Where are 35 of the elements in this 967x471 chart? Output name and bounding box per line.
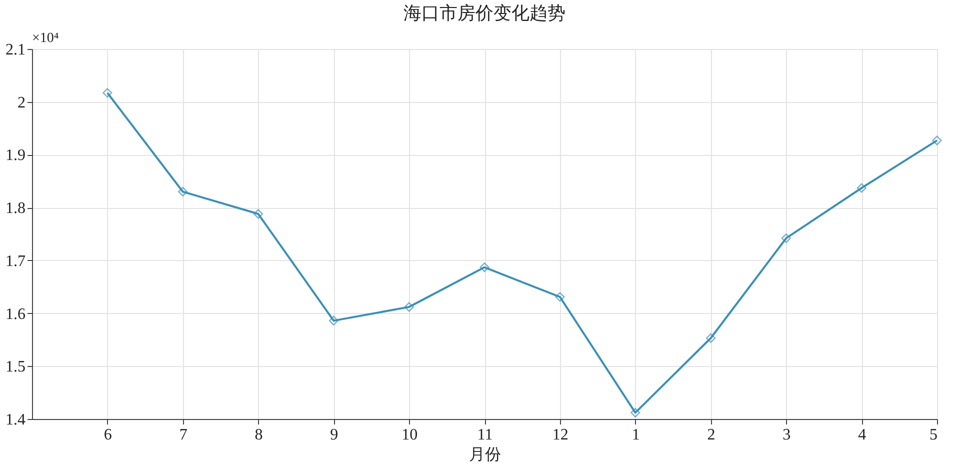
point [102, 88, 112, 98]
y-tick-label: 1.4 [6, 412, 26, 428]
point [706, 333, 716, 343]
point [253, 209, 264, 219]
point [480, 262, 490, 272]
point [630, 408, 640, 418]
x-axis-title: 月份 [469, 446, 501, 464]
x-tick-label: 2 [707, 426, 716, 444]
point [932, 136, 942, 146]
x-tick-label: 3 [782, 426, 791, 444]
x-tick-label: 5 [930, 426, 938, 444]
y-tick-label: 1.5 [6, 358, 26, 376]
point [328, 316, 338, 326]
point [781, 233, 791, 244]
y-tick-label: 1.9 [6, 147, 26, 164]
y-tick-label: 1.7 [6, 252, 26, 270]
x-tick-label: 1 [632, 426, 640, 444]
x-tick-label: 10 [402, 426, 418, 444]
y-tick-label: 1.8 [6, 200, 26, 218]
x-tick-label: 11 [477, 426, 493, 444]
x-tick-label: 6 [104, 426, 112, 444]
chart-title: 海口市房价变化趋势 [404, 3, 566, 23]
point [856, 183, 866, 193]
point [555, 292, 565, 302]
x-tick-label: 4 [858, 426, 866, 444]
point [404, 302, 414, 312]
y-tick-label: 2 [18, 94, 26, 112]
point [178, 186, 188, 196]
y-tick-label: 1.6 [6, 306, 26, 323]
x-tick-label: 12 [552, 426, 568, 444]
x-tick-label: 9 [330, 426, 338, 444]
x-tick-label: 7 [179, 426, 188, 444]
text: ×10⁴ [32, 31, 59, 46]
y-tick-label: 2.1 [6, 42, 26, 58]
x-tick-label: 8 [254, 426, 263, 444]
